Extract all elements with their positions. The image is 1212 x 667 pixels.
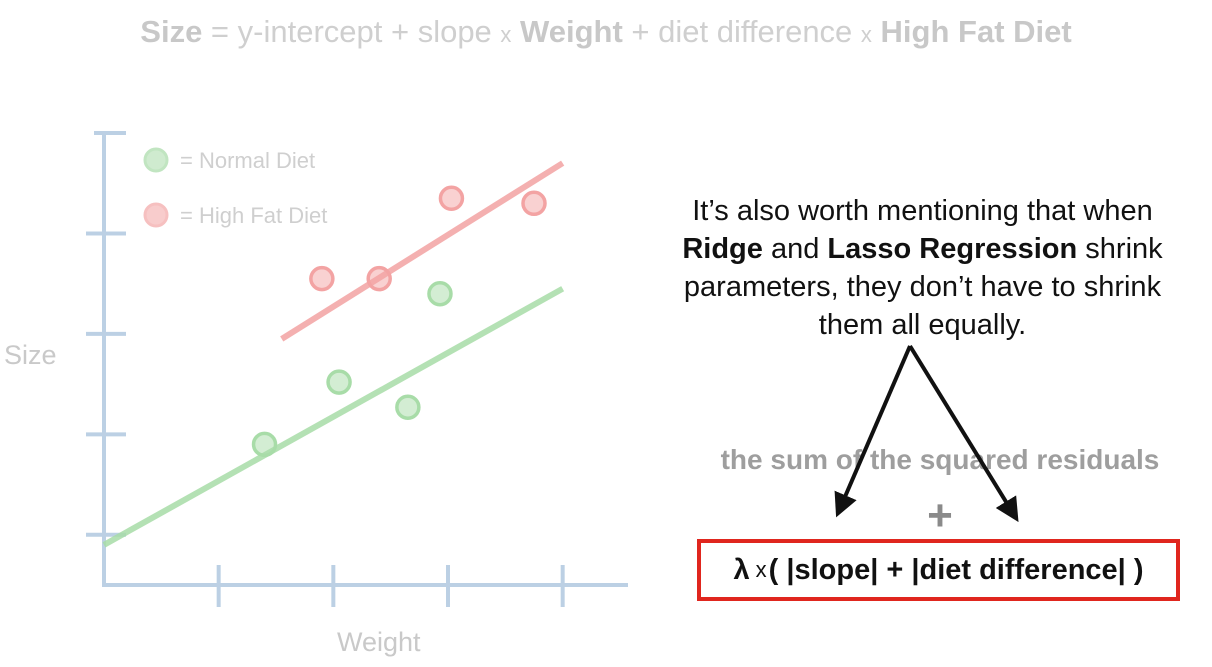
penalty-times: x [755,557,767,582]
note-line-4: them all equally. [818,309,1027,341]
formula-mid: + diet difference [622,14,861,49]
plus-sign: + [927,491,953,540]
fit-lines [102,160,565,548]
model-formula: Size = y-intercept + slope x Weight + di… [0,14,1212,50]
data-point [251,431,278,458]
scatter-plot: = Normal Diet = High Fat Diet Size Weigh… [4,131,628,657]
formula-times-1: x [500,22,512,47]
legend-highfat-label: = High Fat Diet [180,203,327,228]
legend-highfat-marker [143,202,169,228]
formula-size: Size [140,14,203,49]
data-point [427,280,453,307]
note-and: and [762,233,828,265]
penalty-term-box: λ x( |slope| + |diet difference| ) [697,539,1180,601]
formula-times-2: x [860,22,872,47]
legend-normal-label: = Normal Diet [180,148,315,173]
formula-weight: Weight [520,14,623,49]
data-point [438,185,465,212]
penalty-expression: ( |slope| + |diet difference| ) [768,553,1144,586]
data-point [521,190,547,217]
data-point [395,394,421,420]
y-axis-label: Size [4,340,57,370]
explanation-text: It’s also worth mentioning that when Rid… [640,192,1205,344]
data-points [251,185,547,458]
note-rest-1: shrink [1077,233,1163,265]
arrow-to-slope [834,345,912,518]
fit-line [102,286,565,548]
formula-diet: High Fat Diet [880,14,1072,49]
fit-line [280,160,565,342]
lambda-symbol: λ [733,553,750,586]
plot-axes [86,131,628,607]
legend: = Normal Diet = High Fat Diet [143,147,327,228]
data-point [366,265,392,292]
formula-eq: = y-intercept + slope [202,14,501,49]
note-line-2: Ridge and Lasso Regression shrink [640,230,1205,268]
note-ridge: Ridge [682,233,763,265]
data-point [309,265,335,292]
note-line-3: parameters, they don’t have to shrink [683,271,1162,303]
note-line-1: It’s also worth mentioning that when [692,195,1153,227]
note-lasso: Lasso Regression [827,233,1078,265]
data-point [326,369,352,395]
x-axis-label: Weight [337,627,421,657]
sum-squared-residuals: the sum of the squared residuals [720,444,1160,475]
legend-normal-marker [143,147,169,173]
